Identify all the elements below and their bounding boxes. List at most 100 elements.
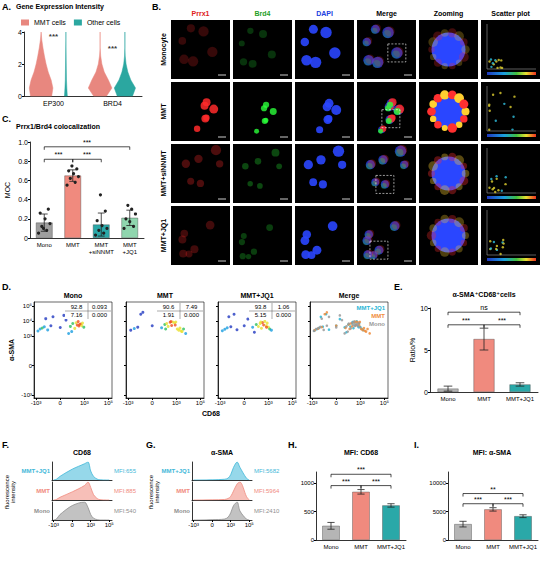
svg-text:Mono: Mono [369,321,385,327]
svg-text:10000: 10000 [429,480,446,486]
svg-text:Prrx1: Prrx1 [192,10,210,17]
svg-text:0: 0 [243,400,247,406]
svg-text:MMT: MMT [157,292,174,299]
svg-text:***: *** [498,317,506,324]
svg-text:MMT: MMT [176,488,190,494]
svg-text:0: 0 [59,400,63,406]
svg-text:-10³: -10³ [123,400,134,406]
svg-text:0: 0 [24,235,28,242]
svg-text:2: 2 [18,61,22,68]
svg-text:10³: 10³ [172,400,181,406]
svg-text:MFI:655: MFI:655 [114,468,137,474]
svg-text:Mono: Mono [34,508,50,514]
svg-text:MFI: CD68: MFI: CD68 [344,449,378,456]
svg-text:I.: I. [414,440,419,450]
svg-text:MFI:2410: MFI:2410 [254,508,280,514]
svg-text:MMT: MMT [371,313,385,319]
svg-text:Mono: Mono [455,544,471,550]
svg-text:MMT: MMT [36,488,50,494]
svg-text:10⁵: 10⁵ [288,400,298,406]
svg-text:MMT: MMT [160,103,167,120]
svg-text:MMT+JQ1: MMT+JQ1 [240,292,273,300]
svg-text:H.: H. [288,440,297,450]
svg-text:ns: ns [480,304,488,311]
svg-text:10³: 10³ [80,400,89,406]
svg-text:0.2: 0.2 [18,215,28,222]
svg-text:***: *** [357,466,365,473]
svg-text:***: *** [372,478,380,485]
svg-text:+JQ1: +JQ1 [122,249,137,255]
svg-text:93.8: 93.8 [255,304,267,310]
svg-text:MMT+JQ1: MMT+JQ1 [377,544,406,550]
svg-text:0: 0 [71,522,75,528]
svg-text:**: ** [490,486,496,493]
svg-text:0: 0 [311,537,315,543]
svg-text:10: 10 [420,305,428,312]
svg-text:MMT+JQ1: MMT+JQ1 [506,396,535,402]
svg-text:Prrx1/Brd4 colocalization: Prrx1/Brd4 colocalization [16,123,100,130]
svg-text:0.8: 0.8 [18,158,28,165]
svg-text:+siNNMT: +siNNMT [89,249,115,255]
svg-text:α-SMA: α-SMA [8,339,15,361]
svg-text:0: 0 [18,93,22,100]
svg-text:***: *** [474,496,482,503]
svg-text:MMT+JQ1: MMT+JQ1 [509,544,538,550]
svg-text:***: *** [54,151,62,158]
svg-text:92.8: 92.8 [71,304,83,310]
svg-text:7.16: 7.16 [71,312,83,318]
svg-text:Mono: Mono [323,544,339,550]
svg-text:Mono: Mono [37,242,53,248]
svg-text:C.: C. [2,114,11,124]
svg-text:10⁵: 10⁵ [245,522,255,528]
svg-text:Ratio/%: Ratio/% [409,338,416,363]
svg-text:Merge: Merge [376,10,397,18]
svg-text:MFI:885: MFI:885 [114,488,137,494]
svg-text:1000: 1000 [301,480,315,486]
svg-text:10³: 10³ [23,333,32,339]
svg-text:10⁵: 10⁵ [196,400,206,406]
svg-text:5.15: 5.15 [255,312,267,318]
svg-text:DAPI: DAPI [316,10,333,17]
svg-text:EP300: EP300 [43,100,64,107]
svg-text:MFI:540: MFI:540 [114,508,137,514]
svg-text:G.: G. [146,440,156,450]
svg-text:***: *** [83,151,91,158]
svg-text:5: 5 [424,347,428,354]
svg-text:***: *** [83,139,91,146]
svg-text:MMT+JQ1: MMT+JQ1 [356,305,385,311]
svg-text:90.6: 90.6 [163,304,175,310]
svg-text:1.0: 1.0 [18,139,28,146]
svg-text:0: 0 [335,400,339,406]
svg-text:-10³: -10³ [188,522,199,528]
svg-text:intensity: intensity [10,481,16,503]
svg-text:-10³: -10³ [48,522,59,528]
svg-text:0.093: 0.093 [92,304,108,310]
svg-text:1.06: 1.06 [278,304,290,310]
svg-text:F.: F. [2,440,9,450]
svg-text:B.: B. [152,2,161,12]
svg-text:-10³: -10³ [215,400,226,406]
svg-text:10³: 10³ [356,400,365,406]
svg-text:10⁵: 10⁵ [23,303,33,309]
svg-text:5000: 5000 [433,509,447,515]
svg-text:MFI:5682: MFI:5682 [254,468,280,474]
svg-text:MFI: α-SMA: MFI: α-SMA [473,449,512,456]
svg-text:A.: A. [2,2,11,12]
svg-text:intensity: intensity [154,481,160,503]
svg-text:***: *** [504,496,512,503]
svg-text:MMT+siNNMT: MMT+siNNMT [160,150,167,197]
svg-text:E.: E. [394,282,403,292]
svg-text:α-SMA: α-SMA [211,449,233,456]
svg-text:MMT: MMT [66,242,80,248]
svg-text:0.4: 0.4 [18,196,28,203]
svg-text:***: *** [108,44,118,53]
svg-text:Gene Expression Intensity: Gene Expression Intensity [16,3,104,11]
svg-text:10⁵: 10⁵ [380,400,390,406]
svg-text:0: 0 [443,537,447,543]
svg-text:10⁵: 10⁵ [105,522,115,528]
svg-text:7.49: 7.49 [186,304,198,310]
svg-text:MMT+JQ1: MMT+JQ1 [160,219,168,252]
svg-text:0.000: 0.000 [92,312,108,318]
svg-text:1.91: 1.91 [163,312,175,318]
svg-text:10³: 10³ [264,400,273,406]
